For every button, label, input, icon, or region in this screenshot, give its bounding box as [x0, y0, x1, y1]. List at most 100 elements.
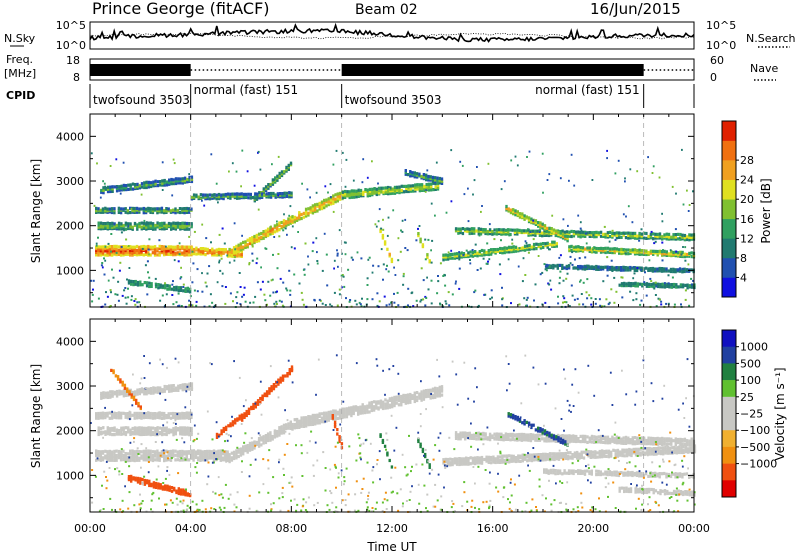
scatter-cell [268, 387, 271, 391]
scatter-cell [461, 433, 465, 437]
scatter-cell [287, 217, 290, 221]
scatter-cell [168, 389, 171, 393]
scatter-cell [624, 248, 628, 252]
scatter-cell [508, 458, 511, 462]
scatter-cell [163, 459, 166, 463]
scatter-speckle [218, 259, 221, 262]
scatter-cell [276, 432, 279, 436]
scatter-cell [230, 249, 234, 253]
scatter-cell [265, 392, 269, 396]
scatter-cell [119, 455, 123, 460]
scatter-cell [627, 281, 630, 285]
scatter-cell [574, 266, 578, 270]
scatter-cell [580, 454, 583, 458]
scatter-cell [496, 455, 500, 459]
scatter-cell [690, 235, 693, 240]
scatter-cell [671, 449, 674, 453]
scatter-cell [232, 453, 236, 457]
scatter-cell [597, 247, 600, 251]
scatter-speckle [387, 270, 390, 273]
scatter-cell [249, 192, 252, 196]
scatter-cell [679, 232, 682, 237]
scatter-cell [131, 209, 134, 213]
scatter-cell [234, 418, 237, 422]
scatter-cell [106, 185, 110, 189]
scatter-speckle [503, 180, 506, 183]
scatter-cell [181, 428, 184, 432]
scatter-speckle [636, 267, 639, 269]
scatter-cell [624, 437, 628, 441]
scatter-cell [661, 438, 664, 442]
scatter-cell [600, 455, 604, 459]
scatter-cell [425, 389, 428, 393]
scatter-cell [444, 459, 447, 464]
scatter-speckle [532, 219, 535, 222]
scatter-cell [124, 426, 128, 430]
scatter-cell [126, 252, 130, 256]
scatter-cell [147, 185, 150, 189]
scatter-cell [161, 388, 164, 392]
scatter-cell [192, 458, 195, 462]
scatter-cell [690, 237, 693, 241]
scatter-cell [631, 248, 634, 252]
scatter-cell [425, 393, 428, 397]
scatter-speckle [614, 172, 617, 175]
scatter-cell [379, 228, 382, 232]
scatter-speckle [594, 302, 597, 305]
scatter-cell [104, 226, 107, 230]
scatter-cell [624, 231, 628, 235]
scatter-speckle [377, 220, 380, 223]
scatter-cell [236, 196, 239, 200]
scatter-cell [224, 458, 227, 462]
scatter-cell [104, 456, 107, 460]
scatter-cell [505, 250, 509, 254]
scatter-cell [320, 418, 324, 423]
scatter-cell [642, 442, 646, 446]
scatter-cell [291, 219, 294, 223]
scatter-speckle [105, 291, 107, 294]
scatter-cell [336, 199, 339, 203]
scatter-cell [338, 408, 342, 412]
scatter-cell [206, 193, 209, 197]
scatter-cell [289, 161, 293, 165]
scatter-cell [623, 448, 626, 452]
scatter-cell [188, 227, 191, 231]
scatter-cell [316, 209, 319, 213]
scatter-speckle [351, 258, 354, 261]
scatter-cell [304, 210, 308, 214]
scatter-cell [156, 412, 159, 416]
scatter-cell [117, 210, 121, 214]
scatter-cell [595, 246, 598, 251]
scatter-cell [203, 452, 207, 456]
scatter-cell [203, 450, 207, 454]
scatter-cell [165, 432, 168, 437]
scatter-cell [373, 191, 376, 195]
scatter-cell [363, 405, 367, 409]
scatter-cell [527, 218, 531, 222]
scatter-speckle [663, 282, 666, 285]
scatter-cell [274, 193, 277, 197]
scatter-cell [187, 450, 191, 454]
scatter-cell [228, 252, 231, 256]
scatter-cell [413, 394, 416, 398]
scatter-cell [387, 190, 390, 194]
scatter-speckle [213, 304, 216, 307]
scatter-cell [183, 253, 186, 257]
scatter-cell [119, 413, 123, 417]
scatter-cell [666, 282, 669, 286]
scatter-cell [307, 421, 310, 425]
scatter-speckle [602, 280, 605, 283]
scatter-cell [172, 384, 175, 388]
scatter-cell [465, 458, 468, 462]
scatter-speckle [580, 293, 583, 295]
scatter-cell [595, 250, 598, 254]
scatter-cell [113, 207, 116, 211]
scatter-speckle [240, 185, 242, 188]
scatter-cell [253, 199, 256, 203]
scatter-speckle [248, 263, 251, 266]
scatter-cell [397, 399, 401, 403]
scatter-cell [279, 380, 282, 384]
scatter-cell [151, 450, 155, 454]
scatter-cell [329, 198, 333, 202]
scatter-cell [556, 266, 559, 270]
